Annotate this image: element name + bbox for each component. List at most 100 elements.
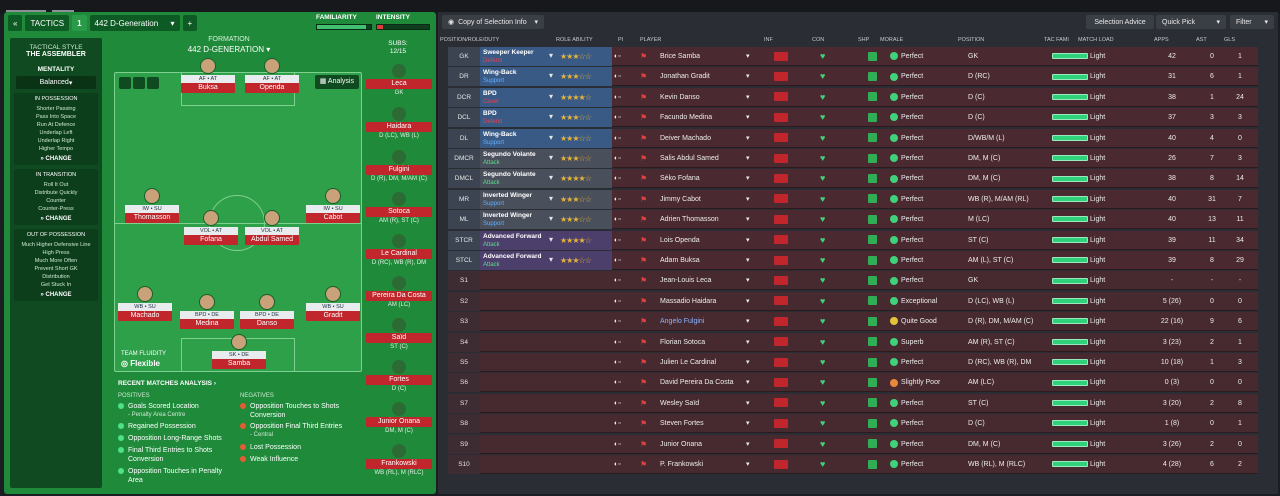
sub-card[interactable]: Le Cardinal D (RC), WB (R), DM (366, 234, 432, 266)
chevron-down-icon[interactable]: ▾ (746, 236, 750, 244)
player-name[interactable]: David Pereira Da Costa (660, 379, 734, 387)
sub-card[interactable]: Fortes D (C) (366, 360, 432, 392)
table-row[interactable]: STCL Advanced Forward Attack ▾ ★★★☆☆ ◐▫ ⚑ Adam … (448, 251, 1258, 270)
pi-icon[interactable]: ◐▫ (614, 134, 621, 142)
player-card-openda[interactable]: AF • AT Openda (245, 58, 299, 93)
pi-icon[interactable]: ◐▫ (614, 461, 621, 468)
back-button[interactable]: « (8, 15, 23, 31)
tactic-number[interactable]: 1 (72, 15, 87, 31)
sub-card[interactable]: Haidara D (LC), WB (L) (366, 107, 432, 139)
chevron-down-icon[interactable]: ▾ (746, 338, 750, 346)
view-select[interactable]: ◉ Copy of Selection Info ▾ (442, 15, 544, 29)
role-duty-select[interactable]: Advanced Forward Attack ▾ (480, 230, 556, 250)
sub-card[interactable]: Frankowski WB (RL), M (RLC) (366, 444, 432, 476)
chevron-down-icon[interactable]: ▾ (746, 297, 750, 305)
chevron-down-icon[interactable]: ▾ (746, 359, 750, 366)
table-row[interactable]: S4 ◐▫ ⚑ Florian Sotoca ▾ ♥ Superb AM (R), ST (C… (448, 332, 1258, 352)
pi-icon[interactable]: ◐▫ (614, 257, 621, 264)
col-con[interactable]: CON (812, 37, 825, 43)
player-name[interactable]: Steven Fortes (660, 420, 704, 428)
player-name[interactable]: Massadio Haidara (660, 297, 717, 305)
player-card-gradit[interactable]: WB • SU Gradit (306, 286, 360, 321)
chevron-down-icon[interactable]: ▾ (746, 195, 750, 203)
col-tac-fami[interactable]: TAC FAMI (1044, 37, 1069, 43)
table-row[interactable]: DCL BPD Defend ▾ ★★★☆☆ ◐▫ ⚑ Facundo Medina ▾ ♥ Per… (448, 108, 1258, 128)
role-duty-select[interactable]: Inverted Winger Support ▾ (480, 210, 556, 230)
pi-icon[interactable]: ◐▫ (614, 297, 621, 305)
col-position-role-duty[interactable]: POSITION/ROLE/DUTY (440, 37, 500, 43)
mentality-select[interactable]: Balanced ▾ (16, 76, 96, 89)
player-name[interactable]: Deiver Machado (660, 134, 711, 142)
col-shp[interactable]: SHP (858, 37, 870, 43)
selection-advice-button[interactable]: Selection Advice (1086, 15, 1154, 29)
sub-card[interactable]: Saïd ST (C) (366, 318, 432, 350)
filter-button[interactable]: Filter ▾ (1230, 15, 1274, 29)
tactics-tab[interactable]: TACTICS (25, 15, 70, 31)
chevron-down-icon[interactable]: ▾ (746, 73, 750, 81)
change-button[interactable]: » CHANGE (40, 292, 72, 298)
table-row[interactable]: GK Sweeper Keeper Defend ▾ ★★★☆☆ ◐▫ ⚑ Brice Sam… (448, 47, 1258, 66)
pi-icon[interactable]: ◐▫ (614, 236, 621, 244)
player-name[interactable]: Adam Buksa (660, 257, 700, 264)
player-name[interactable]: Junior Onana (660, 440, 703, 448)
pi-icon[interactable]: ◐▫ (614, 93, 621, 101)
table-row[interactable]: DCR BPD Cover ▾ ★★★★☆ ◐▫ ⚑ Kevin Danso ▾ ♥ Perfect… (448, 87, 1258, 107)
chevron-down-icon[interactable]: ▾ (746, 461, 750, 468)
col-position[interactable]: POSITION (958, 37, 985, 43)
chevron-down-icon[interactable]: ▾ (746, 93, 750, 101)
table-row[interactable]: S8 ◐▫ ⚑ Steven Fortes ▾ ♥ Perfect D (C) Light 1 (… (448, 414, 1258, 434)
sub-card[interactable]: Pereira Da Costa AM (LC) (366, 276, 432, 308)
player-name[interactable]: Florian Sotoca (660, 338, 706, 346)
role-duty-select[interactable]: Segundo Volante Attack ▾ (480, 149, 556, 168)
player-card-medina[interactable]: BPD • DE Medina (180, 294, 234, 329)
sub-card[interactable]: Junior Onana DM, M (C) (366, 402, 432, 434)
col-inf[interactable]: INF (764, 37, 773, 43)
player-name[interactable]: Jonathan Gradit (660, 73, 710, 81)
player-name[interactable]: Adrien Thomasson (660, 216, 719, 224)
chevron-down-icon[interactable]: ▾ (746, 134, 750, 142)
table-row[interactable]: DL Wing-Back Support ▾ ★★★☆☆ ◐▫ ⚑ Deiver Machad… (448, 128, 1258, 148)
player-card-abdul-samed[interactable]: VOL • AT Abdul Samed (245, 210, 299, 245)
player-name[interactable]: Wesley Saïd (660, 399, 700, 407)
player-name[interactable]: Lois Openda (660, 236, 700, 244)
role-duty-select[interactable]: Segundo Volante Attack ▾ (480, 169, 556, 189)
info-icon[interactable] (119, 77, 131, 89)
table-row[interactable]: S5 ◐▫ ⚑ Julien Le Cardinal ▾ ♥ Perfect D (RC), … (448, 353, 1258, 372)
role-duty-select[interactable]: BPD Defend ▾ (480, 108, 556, 128)
role-duty-select[interactable]: Advanced Forward Attack ▾ (480, 251, 556, 270)
player-name[interactable]: P. Frankowski (660, 461, 704, 468)
formation-name[interactable]: 442 D-GENERATION ▾ (187, 45, 271, 54)
pi-icon[interactable]: ◐▫ (614, 195, 621, 203)
table-row[interactable]: STCR Advanced Forward Attack ▾ ★★★★☆ ◐▫ ⚑ Lois … (448, 230, 1258, 250)
formation-select[interactable]: 442 D-Generation ▾ (89, 15, 180, 31)
table-row[interactable]: DR Wing-Back Support ▾ ★★★☆☆ ◐▫ ⚑ Jonathan Grad… (448, 67, 1258, 87)
player-card-danso[interactable]: BPD • DE Danso (240, 294, 294, 329)
chevron-down-icon[interactable]: ▾ (746, 440, 750, 448)
role-duty-select[interactable]: Inverted Winger Support ▾ (480, 189, 556, 209)
top-tab-indicator[interactable] (6, 10, 46, 12)
table-row[interactable]: S2 ◐▫ ⚑ Massadio Haidara ▾ ♥ Exceptional D (LC)… (448, 291, 1258, 311)
table-row[interactable]: S3 ◐▫ ⚑ Angelo Fulgini ▾ ♥ Quite Good D (R), DM… (448, 312, 1258, 332)
recent-matches-analysis-link[interactable]: RECENT MATCHES ANALYSIS › (118, 380, 217, 387)
add-tactic-button[interactable]: + (182, 15, 198, 31)
pi-icon[interactable]: ◐▫ (614, 277, 621, 285)
player-name[interactable]: Salis Abdul Samed (660, 155, 719, 162)
table-row[interactable]: S7 ◐▫ ⚑ Wesley Saïd ▾ ♥ Perfect ST (C) Light 3 (2… (448, 393, 1258, 413)
player-name[interactable]: Angelo Fulgini (660, 318, 705, 326)
player-card-thomasson[interactable]: IW • SU Thomasson (125, 188, 179, 223)
top-tab-indicator-2[interactable] (52, 10, 74, 12)
table-row[interactable]: DMCL Segundo Volante Attack ▾ ★★★★☆ ◐▫ ⚑ Séko F… (448, 169, 1258, 189)
col-gls[interactable]: GLS (1224, 37, 1236, 43)
pi-icon[interactable]: ◐▫ (614, 338, 621, 346)
col-ast[interactable]: AST (1196, 37, 1207, 43)
pi-icon[interactable]: ◐▫ (614, 216, 621, 224)
player-card-machado[interactable]: WB • SU Machado (118, 286, 172, 321)
col-role-ability[interactable]: ROLE ABILITY (556, 37, 593, 43)
sub-card[interactable]: Fulgini D (R), DM, M/AM (C) (366, 150, 432, 182)
chevron-down-icon[interactable]: ▾ (746, 277, 750, 285)
col-apps[interactable]: APPS (1154, 37, 1169, 43)
pi-icon[interactable]: ◐▫ (614, 53, 621, 60)
pi-icon[interactable]: ◐▫ (614, 114, 621, 122)
chevron-down-icon[interactable]: ▾ (746, 257, 750, 264)
pi-icon[interactable]: ◐▫ (614, 379, 621, 387)
